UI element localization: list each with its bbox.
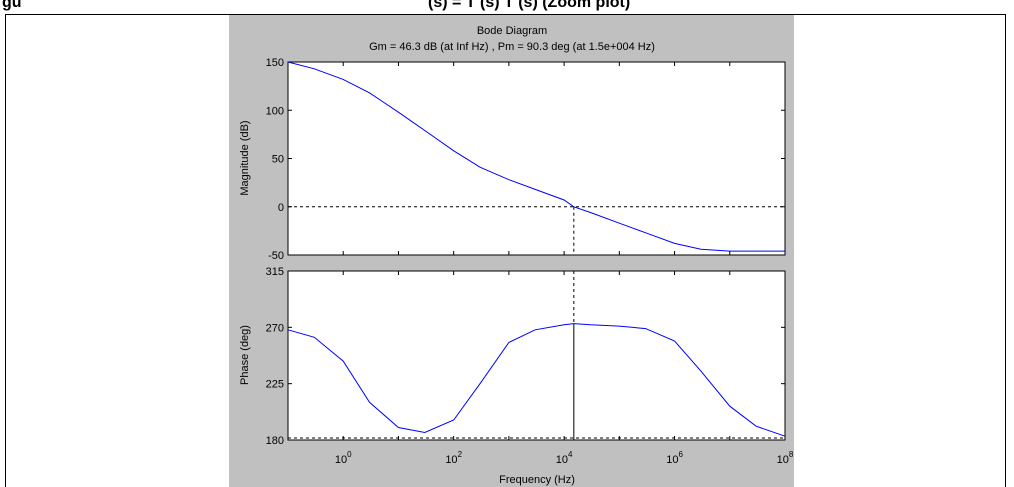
x-tick-label: 106 <box>666 450 683 466</box>
caption-right-text: (s) = T (s) T (s) (Zoom plot) <box>428 0 631 11</box>
magnitude-ylabel: Magnitude (dB) <box>239 120 251 195</box>
magnitude-ytick-label: 0 <box>278 202 284 214</box>
phase-ylabel: Phase (deg) <box>239 325 251 385</box>
phase-ytick-label: 270 <box>266 322 284 334</box>
magnitude-axes: -50 0 50 100 150 Magnitude (dB) <box>239 57 786 262</box>
figure-frame <box>5 14 1006 487</box>
caption-left-text: gu <box>2 0 22 11</box>
x-tick-label: 104 <box>556 450 573 466</box>
phase-series-line <box>287 323 786 437</box>
figure-caption: gu (s) = T (s) T (s) (Zoom plot) <box>0 0 1014 14</box>
magnitude-series-line <box>287 61 785 252</box>
chart-subtitle: Gm = 46.3 dB (at Inf Hz) , Pm = 90.3 deg… <box>369 41 655 53</box>
chart-title: Bode Diagram <box>477 25 547 37</box>
x-tick-label: 108 <box>777 450 794 466</box>
phase-plot-area <box>287 270 786 441</box>
magnitude-ytick-label: 100 <box>266 105 284 117</box>
magnitude-ytick-label: 150 <box>266 57 284 69</box>
x-tick-label: 100 <box>335 450 352 466</box>
phase-ytick-label: 225 <box>266 379 284 391</box>
x-tick-label: 102 <box>445 450 462 466</box>
phase-ytick-label: 315 <box>266 266 284 278</box>
magnitude-plot-area <box>287 61 786 256</box>
phase-ytick-label: 180 <box>266 435 284 447</box>
chart-xlabel: Frequency (Hz) <box>499 474 575 486</box>
magnitude-ytick-label: -50 <box>268 250 284 262</box>
phase-axes: 180 225 270 315 Phase (deg) 100 102 104 106 108 <box>239 62 794 466</box>
magnitude-ytick-label: 50 <box>272 154 284 166</box>
